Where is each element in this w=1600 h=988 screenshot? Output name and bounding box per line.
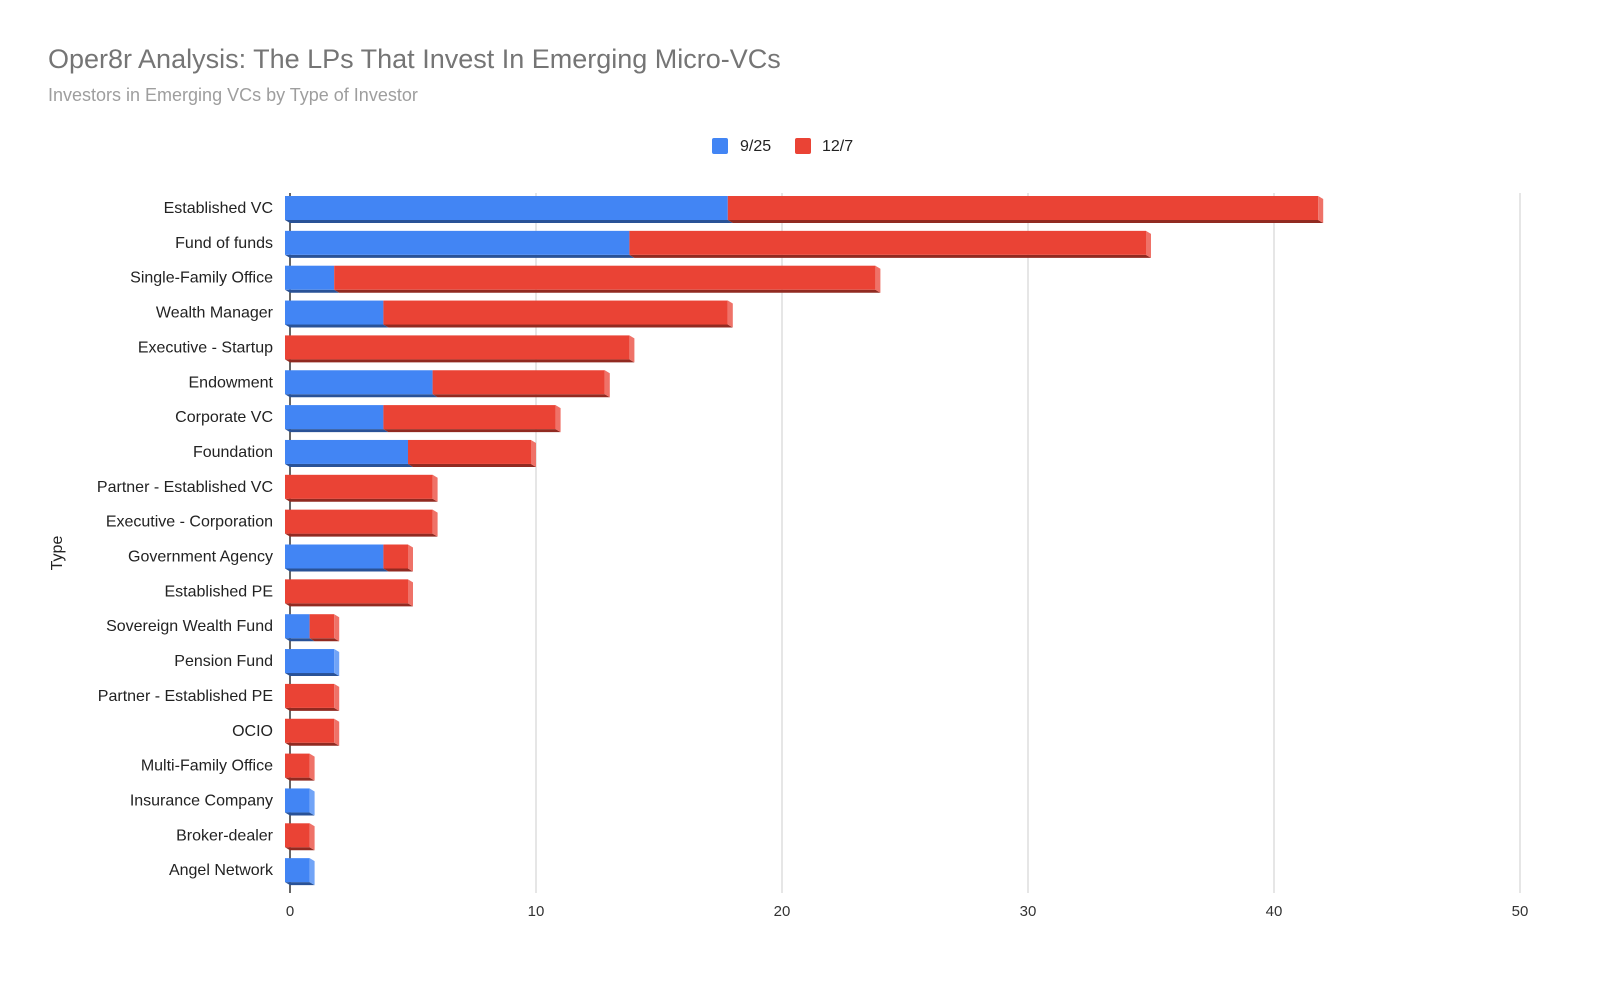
- legend-swatch: [712, 138, 728, 154]
- bar-segment: [285, 335, 635, 363]
- bar-segment: [285, 196, 733, 223]
- x-tick-label: 0: [286, 903, 294, 920]
- bar-segment: [285, 370, 438, 398]
- x-tick-label: 50: [1512, 903, 1529, 920]
- x-axis-ticks: 0 10 20 30 40 50: [286, 903, 1529, 920]
- bar-segment: [727, 196, 1324, 223]
- category-label: Angel Network: [169, 862, 274, 879]
- bar-segment: [383, 405, 561, 433]
- bar-segment: [285, 439, 413, 467]
- category-label: Single-Family Office: [130, 270, 273, 287]
- bar-segment: [285, 649, 340, 677]
- x-tick-label: 30: [1020, 903, 1037, 920]
- bar-segment: [432, 370, 610, 398]
- x-tick-label: 10: [528, 903, 545, 920]
- category-label: Wealth Manager: [156, 305, 274, 322]
- chart-subtitle: Investors in Emerging VCs by Type of Inv…: [48, 85, 418, 105]
- bar-segment: [629, 230, 1151, 258]
- category-label: Established PE: [164, 583, 273, 600]
- bar-segment: [334, 265, 881, 293]
- bar-segment: [285, 614, 315, 642]
- category-labels: Established VC Fund of funds Single-Family…: [97, 200, 274, 879]
- gridlines: [289, 193, 1521, 893]
- bar-segment: [285, 474, 438, 502]
- x-tick-label: 20: [774, 903, 791, 920]
- category-label: Endowment: [189, 374, 274, 391]
- legend: 9/25 12/7: [712, 138, 853, 155]
- bars: [285, 196, 1324, 886]
- bar-segment: [285, 544, 389, 572]
- category-label: OCIO: [232, 723, 273, 740]
- bar-segment: [285, 579, 413, 607]
- bar-segment: [285, 300, 389, 328]
- bar-segment: [285, 823, 315, 851]
- category-label: Pension Fund: [174, 653, 273, 670]
- bar-segment: [285, 718, 340, 746]
- bar-segment: [383, 544, 413, 572]
- category-label: Broker-dealer: [176, 827, 274, 844]
- category-label: Corporate VC: [175, 409, 273, 426]
- bar-segment: [285, 230, 635, 258]
- category-label: Multi-Family Office: [141, 758, 273, 775]
- legend-swatch: [795, 138, 811, 154]
- bar-segment: [285, 509, 438, 537]
- category-label: Government Agency: [128, 549, 273, 566]
- bar-segment: [285, 683, 340, 711]
- legend-label: 9/25: [740, 138, 771, 155]
- bar-segment: [309, 614, 340, 642]
- legend-label: 12/7: [822, 138, 853, 155]
- bar-segment: [285, 858, 315, 886]
- bar-segment: [408, 439, 536, 467]
- chart-title: Oper8r Analysis: The LPs That Invest In …: [48, 44, 781, 74]
- category-label: Executive - Startup: [138, 339, 273, 356]
- category-label: Insurance Company: [130, 792, 273, 809]
- category-label: Sovereign Wealth Fund: [106, 618, 273, 635]
- y-axis-title: Type: [49, 536, 66, 571]
- bar-segment: [285, 788, 315, 816]
- bar-segment: [285, 265, 340, 293]
- category-label: Partner - Established VC: [97, 479, 273, 496]
- category-label: Executive - Corporation: [106, 514, 273, 531]
- category-label: Partner - Established PE: [98, 688, 273, 705]
- bar-segment: [383, 300, 733, 328]
- bar-segment: [285, 405, 389, 433]
- bar-segment: [285, 753, 315, 781]
- x-tick-label: 40: [1266, 903, 1283, 920]
- category-label: Fund of funds: [175, 235, 273, 252]
- category-label: Established VC: [164, 200, 273, 217]
- category-label: Foundation: [193, 444, 273, 461]
